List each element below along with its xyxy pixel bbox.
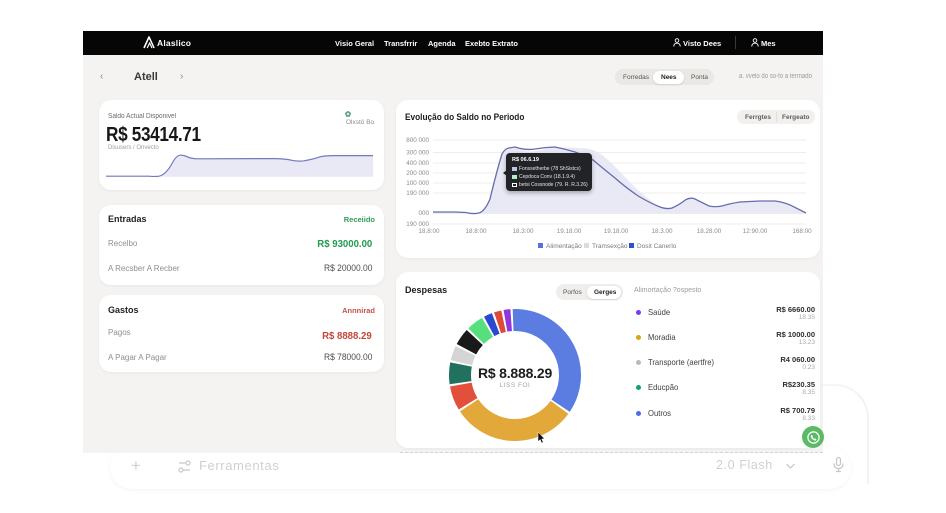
svg-text:18.28.00: 18.28.00 <box>697 228 722 235</box>
svg-text:200 000: 200 000 <box>406 170 429 177</box>
svg-text:190 000: 190 000 <box>406 221 429 228</box>
svg-text:19.18.00: 19.18.00 <box>604 228 629 235</box>
svg-text:300 000: 300 000 <box>406 150 429 157</box>
svg-text:800 000: 800 000 <box>406 137 429 144</box>
svg-text:400 000: 400 000 <box>406 160 429 167</box>
svg-text:190 000: 190 000 <box>406 190 429 197</box>
svg-text:Tramsexção: Tramsexção <box>592 243 628 250</box>
svg-text:18.3:00: 18.3:00 <box>512 228 534 235</box>
svg-text:18.8:00: 18.8:00 <box>465 228 487 235</box>
svg-text:Dosit Canerlo: Dosit Canerlo <box>637 243 677 250</box>
svg-text:000: 000 <box>418 210 429 217</box>
svg-text:18.8:00: 18.8:00 <box>418 228 440 235</box>
svg-text:Alimentação: Alimentação <box>546 243 582 250</box>
svg-text:19.18.00: 19.18.00 <box>557 228 582 235</box>
svg-text:168:00: 168:00 <box>792 228 812 235</box>
svg-text:100 000: 100 000 <box>406 180 429 187</box>
svg-text:12:90.00: 12:90.00 <box>743 228 768 235</box>
svg-text:18.3.00: 18.3.00 <box>651 228 673 235</box>
